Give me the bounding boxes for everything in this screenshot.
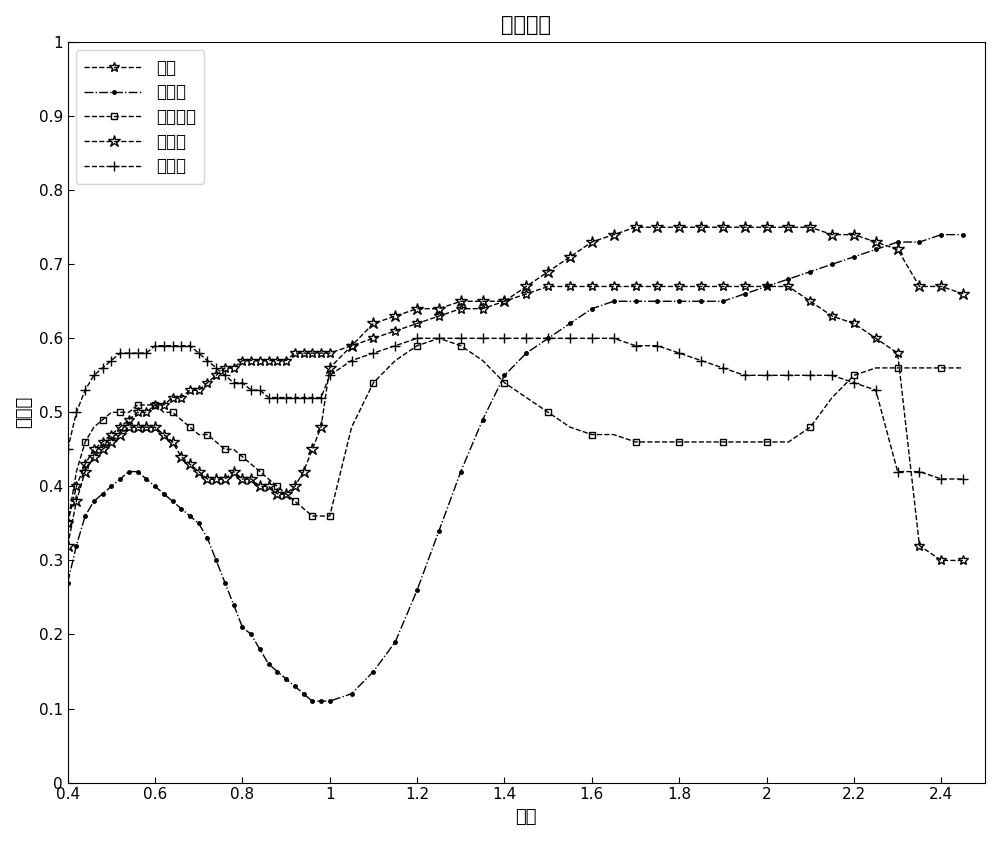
透闪石 [228,378,240,388]
透闪石 [149,341,161,351]
Line: 角闪石: 角闪石 [61,221,969,552]
滑石 [228,362,240,373]
顽火辉石 [433,333,445,343]
橄榄石 [228,600,240,610]
滑石 [935,555,947,565]
顽火辉石 [210,437,222,447]
透闪石 [62,444,74,454]
角闪石 [957,288,969,299]
滑石 [62,518,74,528]
Y-axis label: 反射率: 反射率 [15,396,33,428]
透闪石 [498,333,510,343]
橄榄石 [236,622,248,632]
角闪石 [149,422,161,432]
X-axis label: 波长: 波长 [516,808,537,826]
滑石 [210,370,222,380]
Line: 橄榄石: 橄榄石 [64,231,967,705]
Line: 透闪石: 透闪石 [63,333,968,484]
角闪石 [210,474,222,484]
透闪石 [935,474,947,484]
Legend: 滑石, 橄榄石, 顽火辉石, 角闪石, 透闪石: 滑石, 橄榄石, 顽火辉石, 角闪石, 透闪石 [76,50,204,184]
透闪石 [210,362,222,373]
橄榄石 [957,230,969,240]
滑石 [542,282,554,292]
Line: 滑石: 滑石 [63,282,968,565]
顽火辉石 [957,362,969,373]
透闪石 [411,333,423,343]
顽火辉石 [62,518,74,528]
透闪石 [236,378,248,388]
橄榄石 [62,578,74,588]
顽火辉石 [498,378,510,388]
角闪石 [193,467,205,477]
角闪石 [630,222,642,232]
橄榄石 [935,230,947,240]
滑石 [477,304,489,314]
滑石 [236,356,248,366]
角闪石 [477,296,489,306]
顽火辉石 [228,444,240,454]
橄榄石 [210,555,222,565]
角闪石 [62,541,74,551]
橄榄石 [306,696,318,706]
顽火辉石 [149,400,161,410]
滑石 [193,385,205,395]
滑石 [149,400,161,410]
滑石 [957,555,969,565]
顽火辉石 [236,452,248,462]
橄榄石 [193,518,205,528]
Line: 顽火辉石: 顽火辉石 [64,335,967,527]
角闪石 [228,467,240,477]
角闪石 [236,474,248,484]
橄榄石 [498,370,510,380]
透闪石 [957,474,969,484]
顽火辉石 [193,430,205,440]
Title: 原始光谱: 原始光谱 [501,15,551,35]
透闪石 [193,348,205,358]
橄榄石 [149,481,161,491]
